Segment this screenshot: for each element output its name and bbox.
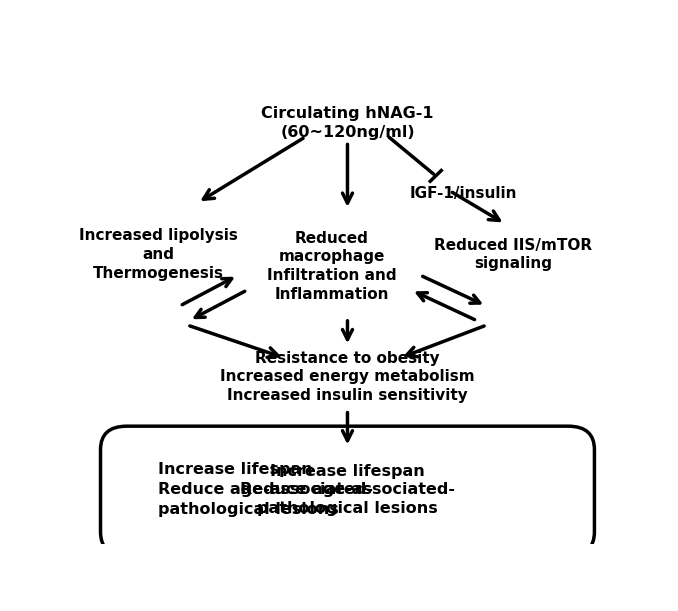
- Text: Circulating hNAG-1
(60~120ng/ml): Circulating hNAG-1 (60~120ng/ml): [261, 106, 434, 139]
- Text: Resistance to obesity
Increased energy metabolism
Increased insulin sensitivity: Resistance to obesity Increased energy m…: [220, 351, 475, 403]
- Text: Increase lifespan
Reduce age-associated-
pathological lesions: Increase lifespan Reduce age-associated-…: [240, 464, 455, 516]
- FancyBboxPatch shape: [100, 426, 595, 555]
- Text: Increase lifespan
Reduce age-associated-
pathological lesions: Increase lifespan Reduce age-associated-…: [159, 463, 374, 517]
- Text: IGF-1/insulin: IGF-1/insulin: [410, 186, 517, 201]
- Text: Increased lipolysis
and
Thermogenesis: Increased lipolysis and Thermogenesis: [79, 229, 238, 280]
- Text: Reduced IIS/mTOR
signaling: Reduced IIS/mTOR signaling: [434, 238, 592, 271]
- Text: Reduced
macrophage
Infiltration and
Inflammation: Reduced macrophage Infiltration and Infl…: [267, 231, 397, 302]
